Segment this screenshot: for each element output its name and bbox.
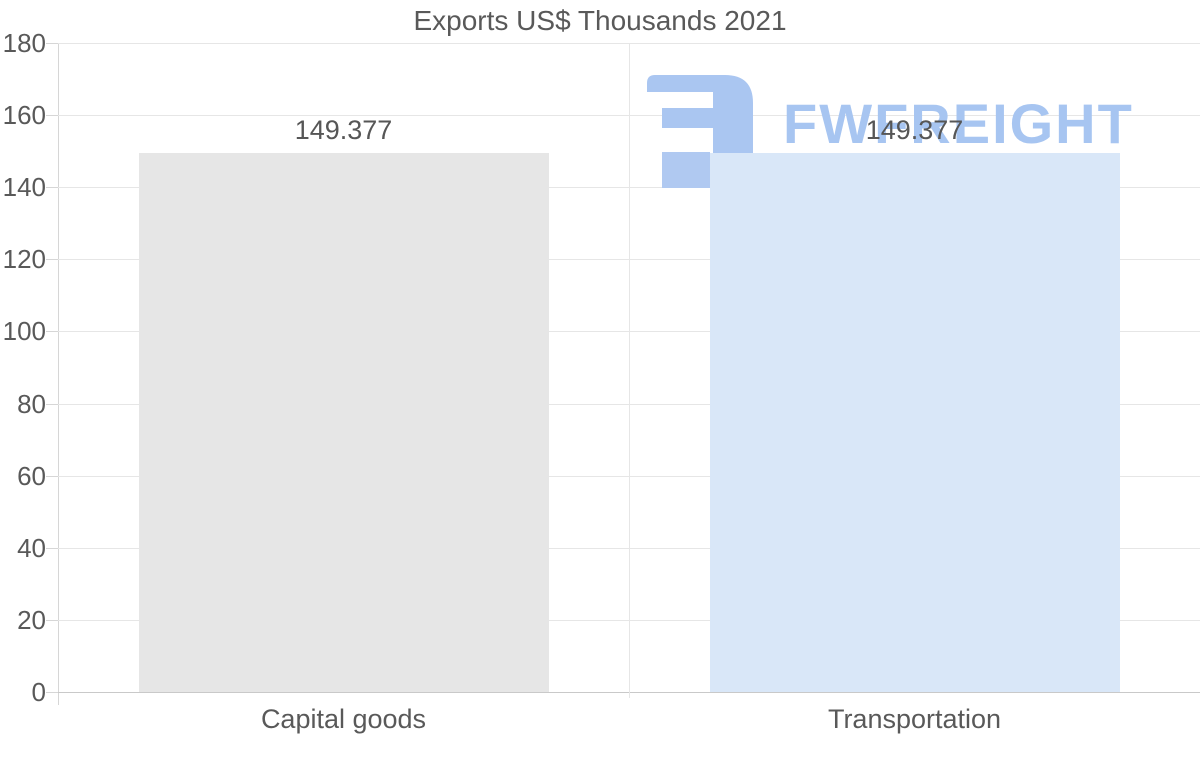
y-axis-tick-label: 140 bbox=[2, 172, 46, 203]
category-separator-line bbox=[629, 43, 630, 698]
y-axis-tick-mark bbox=[46, 692, 58, 693]
y-axis-tick-label: 120 bbox=[2, 244, 46, 275]
y-axis-tick-label: 60 bbox=[17, 460, 46, 491]
gridline bbox=[58, 187, 1200, 189]
y-axis-tick-mark bbox=[46, 619, 58, 621]
gridline bbox=[58, 547, 1200, 549]
y-axis-tick-label: 180 bbox=[2, 28, 46, 58]
watermark-logo[interactable]: FWFREIGHT bbox=[647, 75, 1157, 195]
y-axis-tick-label: 40 bbox=[17, 532, 46, 563]
y-axis-tick-label: 160 bbox=[2, 100, 46, 131]
category-label: Transportation bbox=[827, 704, 1002, 734]
gridline bbox=[58, 259, 1200, 261]
chart-title: Exports US$ Thousands 2021 bbox=[413, 5, 787, 36]
y-axis-tick-label: 20 bbox=[17, 604, 46, 635]
category-label: Capital goods bbox=[260, 704, 427, 734]
watermark-text: FWFREIGHT bbox=[783, 92, 1134, 155]
y-axis-tick-mark bbox=[46, 403, 58, 405]
gridline bbox=[58, 475, 1200, 477]
bar-value-label: 149.377 bbox=[865, 115, 964, 146]
bar-capital-goods[interactable] bbox=[138, 153, 549, 692]
gridline bbox=[58, 619, 1200, 621]
y-axis-tick-label: 0 bbox=[31, 677, 46, 707]
bar-transportation[interactable] bbox=[709, 153, 1120, 692]
y-axis-tick-mark bbox=[46, 547, 58, 549]
y-axis-tick-mark bbox=[46, 259, 58, 261]
gridline bbox=[58, 43, 1200, 44]
y-axis-tick-label: 80 bbox=[17, 388, 46, 419]
y-axis-tick-mark bbox=[46, 187, 58, 189]
y-axis-line bbox=[58, 43, 59, 705]
y-axis-tick-mark bbox=[46, 331, 58, 333]
bar-value-label: 149.377 bbox=[294, 115, 393, 146]
gridline bbox=[58, 331, 1200, 333]
gridline bbox=[58, 115, 1200, 117]
y-axis-tick-label: 100 bbox=[2, 316, 46, 347]
gridline bbox=[58, 403, 1200, 405]
fwfreight-logo-icon bbox=[647, 75, 753, 188]
y-axis-tick-mark bbox=[46, 115, 58, 117]
y-axis-tick-mark bbox=[46, 475, 58, 477]
y-axis-tick-mark bbox=[46, 43, 58, 44]
